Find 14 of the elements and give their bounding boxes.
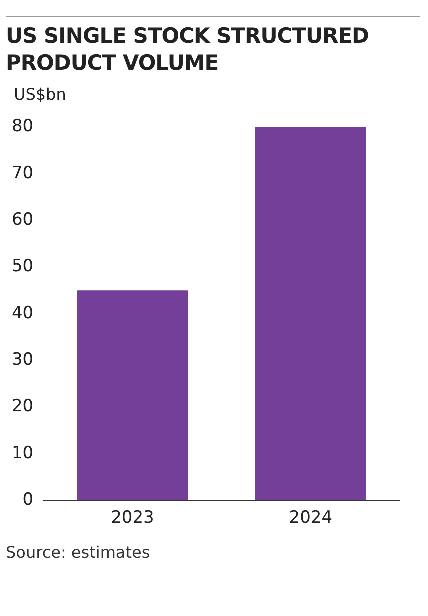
y-tick-label: 40 bbox=[12, 303, 34, 324]
y-tick-label: 10 bbox=[12, 443, 34, 464]
y-tick-label: 30 bbox=[12, 350, 34, 370]
source-note: Source: estimates bbox=[6, 543, 152, 562]
y-axis-title: US$bn bbox=[14, 85, 68, 106]
x-tick-label: 2024 bbox=[289, 508, 333, 528]
y-tick-label: 60 bbox=[12, 210, 34, 230]
x-tick-label: 2023 bbox=[111, 508, 154, 528]
y-tick-label: 70 bbox=[12, 163, 34, 184]
chart-title: US SINGLE STOCK STRUCTURED PRODUCT VOLUME bbox=[6, 23, 370, 77]
y-tick-label: 80 bbox=[12, 116, 34, 137]
y-tick-label: 0 bbox=[22, 490, 34, 510]
y-tick-label: 50 bbox=[12, 256, 34, 277]
y-tick-label: 20 bbox=[12, 396, 34, 417]
